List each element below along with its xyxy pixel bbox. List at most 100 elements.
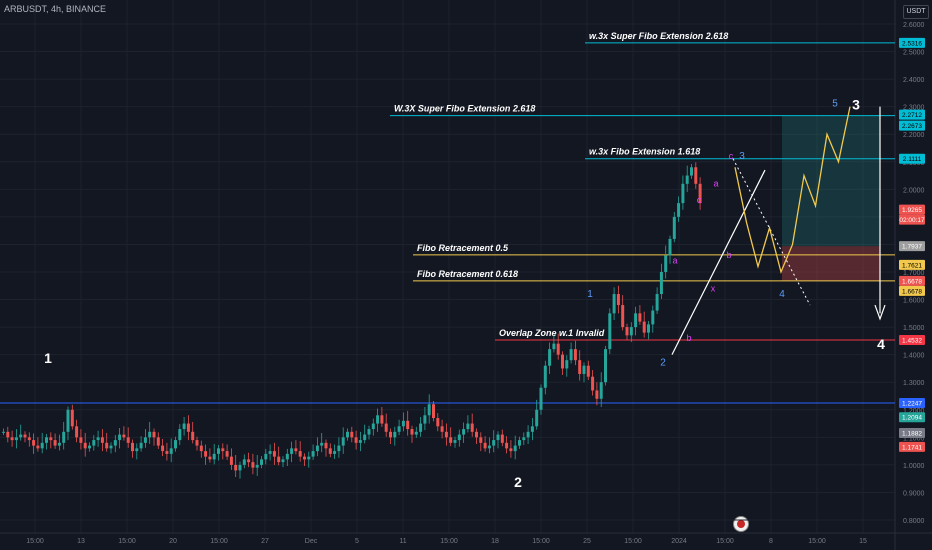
candle — [27, 437, 31, 441]
candle — [651, 310, 655, 325]
price-tag — [899, 214, 925, 225]
candle — [75, 426, 79, 438]
time-tick-label: 15:00 — [210, 538, 228, 545]
candle — [272, 451, 276, 457]
candle — [251, 462, 255, 468]
price-tag — [899, 441, 925, 452]
time-tick-label: 25 — [583, 538, 591, 545]
time-tick-label: 13 — [77, 538, 85, 545]
price-tag-label: 2.2673 — [902, 123, 922, 130]
candle — [143, 437, 147, 443]
candle — [376, 415, 380, 424]
candle — [367, 429, 371, 435]
candle — [479, 437, 483, 443]
candle — [444, 431, 448, 438]
candle — [285, 453, 289, 460]
price-tick-label: 1.7000 — [903, 270, 925, 277]
price-tag-label: 1.6678 — [902, 278, 922, 285]
time-tick-label: 15:00 — [716, 538, 734, 545]
candle — [182, 423, 186, 430]
time-tick-label: 8 — [769, 538, 773, 545]
candle — [371, 423, 375, 430]
candle — [612, 294, 616, 314]
price-tag-label: 1.2247 — [902, 400, 922, 407]
candle — [565, 360, 569, 369]
price-tag — [899, 335, 925, 346]
sub-wave-label: a — [713, 179, 718, 189]
candle — [320, 442, 324, 446]
candle — [363, 434, 367, 441]
candle — [217, 448, 220, 454]
price-tag — [899, 109, 925, 120]
trend-line — [671, 169, 766, 355]
candle — [543, 365, 547, 388]
price-tick-label: 2.3000 — [903, 105, 925, 112]
candle — [6, 431, 10, 438]
candle — [10, 437, 14, 441]
price-tick-label: 2.6000 — [903, 22, 925, 29]
candle — [685, 175, 689, 184]
candle — [135, 448, 139, 452]
wave-label: 3 — [739, 151, 745, 162]
sub-wave-label: x — [711, 283, 716, 293]
candle — [118, 434, 122, 441]
time-tick-label: 11 — [399, 538, 406, 545]
candle — [586, 365, 590, 377]
candle — [191, 431, 195, 441]
sub-wave-label: c — [697, 195, 702, 205]
candle — [406, 420, 410, 430]
candle — [453, 440, 457, 443]
fib-line-label: Overlap Zone w.1 Invalid — [499, 328, 605, 338]
price-tag — [899, 204, 925, 215]
candle — [505, 442, 509, 449]
price-tick-label: 0.9000 — [903, 490, 925, 497]
wave-label: 4 — [779, 289, 785, 300]
currency-button[interactable]: USDT — [903, 5, 929, 19]
time-tick-label: 27 — [261, 538, 269, 545]
candle — [105, 442, 109, 449]
candle — [599, 382, 603, 399]
candle — [384, 423, 388, 432]
candle — [88, 445, 91, 449]
time-tick-label: 2024 — [671, 538, 687, 545]
candle — [131, 442, 134, 452]
candle — [659, 272, 663, 295]
price-tick-label: 1.3000 — [903, 380, 925, 387]
candle — [608, 313, 612, 350]
candle — [294, 448, 298, 452]
time-tick-label: 15:00 — [26, 538, 44, 545]
wave-label: 2 — [514, 474, 522, 490]
candle — [604, 349, 607, 383]
target-zone — [782, 115, 880, 247]
price-tag-label: 1.6678 — [902, 288, 922, 295]
candle — [487, 445, 491, 449]
fib-line-label: Fibo Retracement 0.618 — [417, 269, 518, 279]
candle — [324, 442, 328, 449]
candle — [113, 440, 117, 446]
candle — [315, 445, 319, 452]
candle — [414, 431, 418, 435]
price-tag — [899, 241, 925, 252]
candle — [625, 327, 629, 336]
candle — [169, 448, 173, 454]
candle — [621, 305, 625, 328]
candle — [698, 183, 702, 204]
candle — [513, 445, 517, 452]
candle — [552, 343, 556, 350]
price-tag-label: 1.7621 — [902, 262, 922, 269]
price-tick-label: 1.1000 — [903, 435, 925, 442]
candle — [466, 423, 470, 430]
candle — [40, 442, 44, 449]
price-tag-label: 1.4532 — [902, 338, 922, 345]
candle — [457, 434, 461, 441]
candle — [535, 409, 539, 427]
candle — [260, 459, 263, 465]
price-tag-label: 1.2094 — [902, 415, 922, 422]
projection-line — [734, 106, 851, 275]
price-tick-label: 2.4000 — [903, 77, 925, 84]
candle — [148, 431, 152, 438]
candle — [346, 431, 349, 438]
candle — [109, 445, 113, 449]
candle — [690, 167, 693, 176]
